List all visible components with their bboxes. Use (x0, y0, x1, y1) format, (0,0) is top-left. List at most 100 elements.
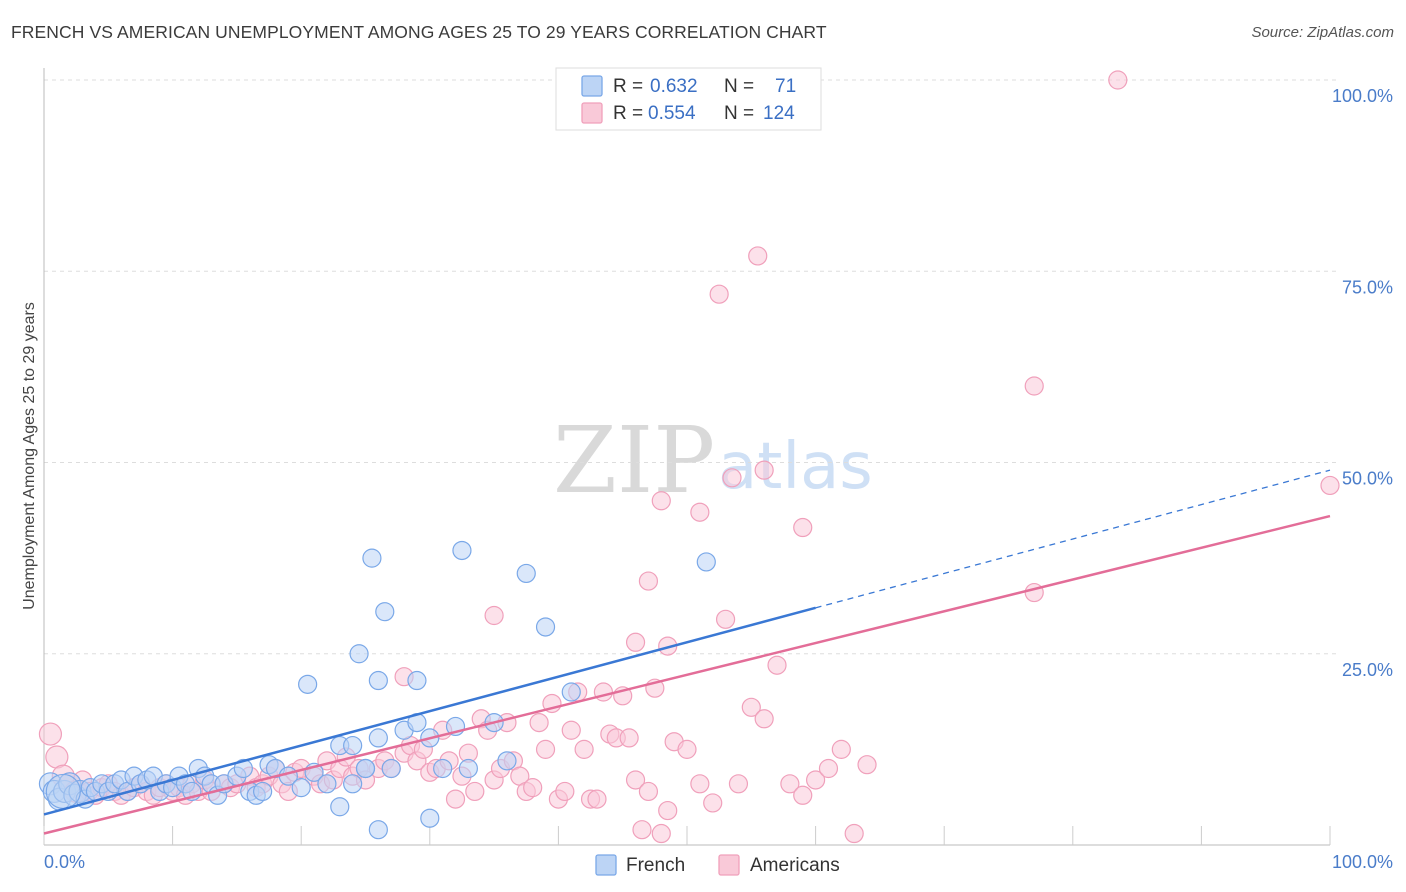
legend-n-value-french: 71 (775, 76, 796, 97)
french-point (407, 670, 427, 691)
americans-point (767, 655, 787, 675)
watermark-atlas: atlas (718, 430, 873, 504)
americans-point (818, 758, 839, 779)
y-tick-label: 75.0% (1342, 277, 1393, 297)
americans-point (38, 722, 63, 746)
french-point (355, 758, 376, 779)
chart-title: FRENCH VS AMERICAN UNEMPLOYMENT AMONG AG… (11, 22, 827, 42)
french-trend-extension (815, 469, 1331, 609)
legend-n-label-americans: N = (724, 103, 754, 124)
french-point (368, 670, 388, 691)
legend-bottom-label-french: French (626, 855, 685, 876)
americans-point (651, 491, 671, 511)
y-tick-label: 100.0% (1332, 86, 1393, 106)
legend-swatch-americans (581, 102, 603, 124)
legend-bottom-swatch-french (595, 854, 617, 876)
watermark: ZIP atlas (553, 407, 873, 514)
americans-point (793, 517, 813, 538)
americans-point (1320, 475, 1340, 496)
x-tick-label-min: 0.0% (44, 852, 85, 872)
legend-r-label-americans: R = (613, 103, 643, 124)
legend-n-label-french: N = (724, 76, 754, 97)
americans-point (690, 502, 710, 522)
americans-point (625, 770, 646, 790)
grid (44, 79, 1340, 655)
french-point (343, 774, 363, 794)
french-point (535, 617, 556, 637)
french-point (317, 774, 337, 794)
legend-r-value-french: 0.632 (650, 76, 698, 97)
french-point (253, 781, 273, 802)
americans-point (703, 793, 723, 813)
french-trend-line (43, 606, 816, 816)
french-point (233, 758, 253, 779)
americans-point (632, 820, 652, 840)
french-point (561, 682, 581, 702)
americans-point (625, 632, 646, 652)
legend-r-label-french: R = (613, 76, 643, 97)
americans-point (484, 605, 504, 626)
legend-bottom: French Americans (595, 854, 840, 876)
americans-point (619, 728, 639, 748)
americans-point (741, 697, 761, 717)
legend-bottom-swatch-americans (718, 854, 740, 876)
americans-point (587, 789, 607, 809)
americans-trend-line (43, 514, 1331, 835)
french-point (433, 758, 453, 779)
french-point (497, 751, 517, 771)
trend-lines (43, 469, 1331, 835)
americans-point (535, 739, 556, 759)
legend-r-value-americans: 0.554 (648, 103, 696, 124)
americans-point (754, 460, 774, 480)
french-point (298, 674, 318, 694)
americans-point (709, 284, 729, 304)
americans-point (445, 789, 466, 809)
americans-point (561, 720, 581, 740)
french-point (368, 728, 388, 748)
americans-point (651, 823, 671, 844)
french-point (381, 758, 401, 779)
legend-n-value-americans: 124 (763, 103, 795, 124)
americans-point (1024, 376, 1044, 396)
americans-point (677, 739, 697, 759)
french-point (516, 563, 536, 584)
americans-point (690, 774, 710, 794)
americans-point (793, 785, 813, 805)
y-tick-label: 50.0% (1342, 469, 1393, 489)
americans-point (638, 571, 659, 591)
legend-top: R = 0.632 N = 71 R = 0.554 N = 124 (555, 67, 822, 131)
french-point (368, 820, 388, 840)
x-ticks (43, 826, 1331, 845)
x-tick-label-max: 100.0% (1332, 852, 1393, 872)
americans-point (857, 755, 877, 775)
french-point (696, 552, 716, 572)
source-attribution[interactable]: Source: ZipAtlas.com (1251, 24, 1394, 41)
y-tick-label: 25.0% (1342, 660, 1393, 680)
french-point (375, 602, 395, 622)
americans-point (748, 246, 768, 266)
french-point (343, 735, 363, 756)
americans-point (465, 781, 485, 802)
legend-swatch-french (581, 75, 603, 97)
americans-point (715, 609, 736, 629)
french-point (420, 808, 440, 828)
french-point (452, 540, 472, 561)
french-point (349, 644, 369, 664)
french-point (458, 758, 478, 779)
americans-point (574, 739, 594, 759)
americans-point (593, 682, 614, 702)
americans-point (754, 709, 774, 729)
french-point (45, 773, 81, 810)
french-point (330, 797, 350, 817)
watermark-zip: ZIP (553, 407, 715, 514)
americans-point (638, 781, 659, 802)
americans-point (844, 823, 864, 844)
americans-point (780, 774, 800, 794)
americans-point (555, 781, 575, 802)
americans-point (529, 712, 549, 733)
americans-point (658, 800, 678, 821)
americans-point (722, 468, 742, 488)
french-point (362, 548, 382, 568)
americans-point (805, 770, 826, 790)
